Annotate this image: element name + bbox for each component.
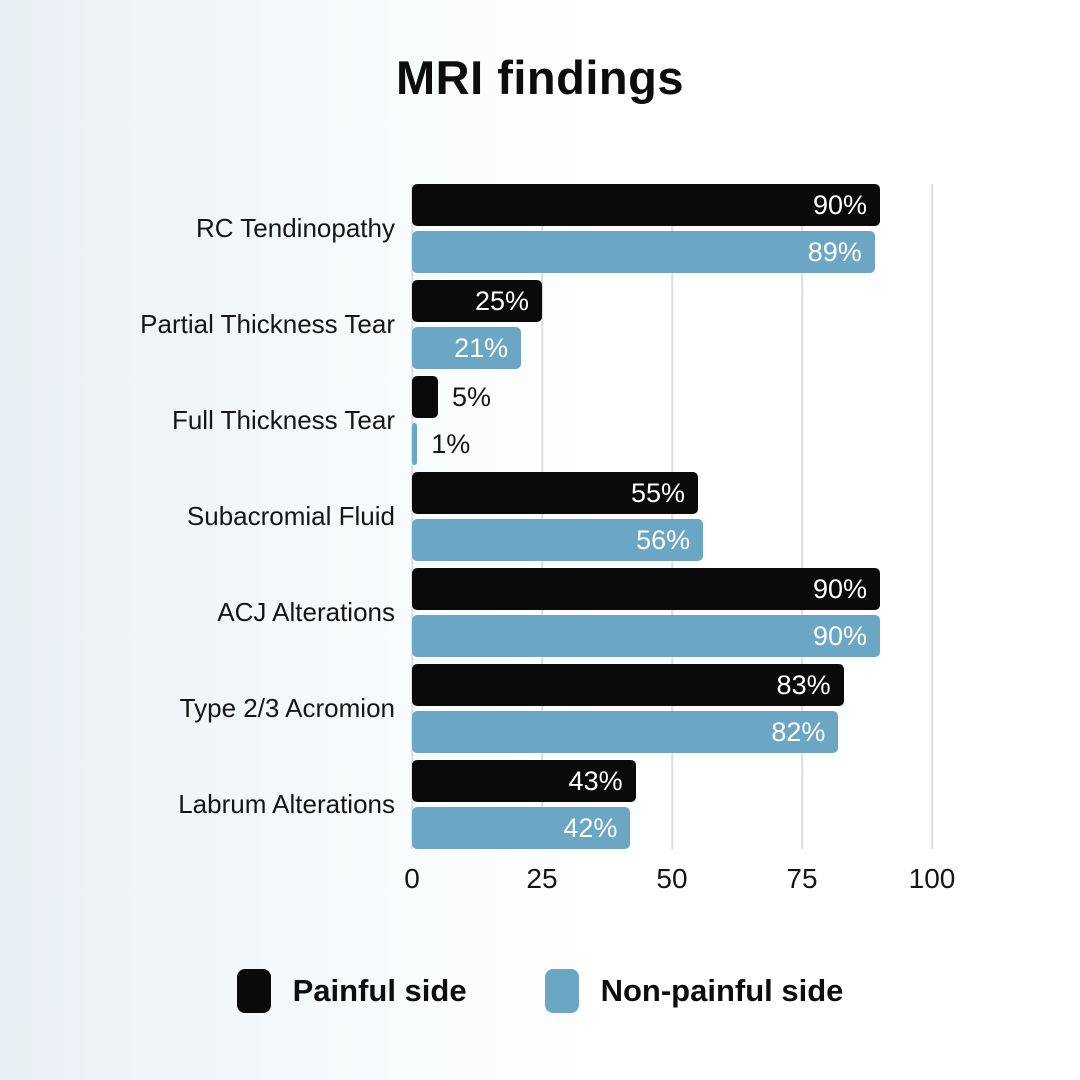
x-axis: 0 25 50 75 100	[404, 849, 955, 907]
chart-legend: Painful side Non-painful side	[0, 969, 1080, 1013]
bar-value-label: 56%	[636, 524, 691, 555]
gridline-100	[931, 184, 933, 849]
painful-bar: 25%	[412, 280, 542, 322]
painful-bar: 90%	[412, 568, 880, 610]
bar-value-label: 89%	[807, 236, 862, 267]
non-painful-bar: 56%	[412, 519, 704, 561]
gridline-0	[411, 184, 413, 849]
legend-label: Non-painful side	[600, 973, 844, 1008]
non-painful-bar: 90%	[412, 615, 880, 657]
x-axis-tick: 75	[786, 863, 818, 894]
non-painful-bar: 42%	[412, 807, 631, 849]
category-label: Full Thickness Tear	[171, 405, 395, 435]
bar-value-label: 21%	[454, 332, 509, 363]
bar-value-label: 90%	[812, 573, 867, 604]
non-painful-bar: 21%	[412, 327, 522, 369]
painful-swatch-icon	[236, 969, 271, 1013]
bar-value-label: 55%	[630, 477, 685, 508]
category-label: Partial Thickness Tear	[140, 309, 395, 339]
painful-bar	[412, 376, 438, 418]
bar-value-label: 82%	[771, 716, 826, 747]
bar-value-label: 43%	[568, 765, 623, 796]
category-label: Subacromial Fluid	[186, 501, 395, 531]
painful-bar: 43%	[412, 760, 636, 802]
category-row-acj-alterations: ACJ Alterations 90% 90%	[0, 568, 1080, 657]
painful-bar: 83%	[412, 664, 844, 706]
non-painful-bar: 89%	[412, 231, 875, 273]
category-row-rc-tendinopathy: RC Tendinopathy 90% 89%	[0, 184, 1080, 273]
category-label: Type 2/3 Acromion	[179, 693, 395, 723]
legend-item-non-painful: Non-painful side	[544, 969, 844, 1013]
bar-value-label: 83%	[776, 669, 831, 700]
bar-value-label: 90%	[812, 189, 867, 220]
painful-bar: 90%	[412, 184, 880, 226]
category-label: RC Tendinopathy	[196, 213, 395, 243]
x-axis-tick: 0	[404, 863, 420, 894]
gridline-50	[671, 184, 673, 849]
bar-value-label: 42%	[563, 812, 618, 843]
gridline-75	[801, 184, 803, 849]
bar-value-label: 1%	[431, 428, 471, 459]
bar-chart: RC Tendinopathy 90% 89% Partial Thicknes…	[0, 184, 1080, 907]
chart-title: MRI findings	[396, 51, 684, 104]
non-painful-bar	[412, 423, 418, 465]
gridlines	[411, 184, 933, 849]
category-row-type-23-acromion: Type 2/3 Acromion 83% 82%	[0, 664, 1080, 753]
non-painful-swatch-icon	[544, 969, 579, 1013]
category-label: Labrum Alterations	[178, 789, 395, 819]
x-axis-tick: 50	[656, 863, 688, 894]
gridline-25	[541, 184, 543, 849]
x-axis-tick: 25	[526, 863, 558, 894]
x-axis-tick: 100	[908, 863, 956, 894]
category-row-labrum-alterations: Labrum Alterations 43% 42%	[0, 760, 1080, 849]
category-row-full-thickness-tear: Full Thickness Tear 5% 1%	[0, 376, 1080, 465]
legend-item-painful: Painful side	[236, 969, 467, 1013]
bar-value-label: 25%	[474, 285, 529, 316]
legend-label: Painful side	[292, 973, 467, 1008]
category-row-subacromial-fluid: Subacromial Fluid 55% 56%	[0, 472, 1080, 561]
non-painful-bar: 82%	[412, 711, 839, 753]
painful-bar: 55%	[412, 472, 698, 514]
bar-value-label: 5%	[452, 381, 492, 412]
category-row-partial-thickness-tear: Partial Thickness Tear 25% 21%	[0, 280, 1080, 369]
bar-rows: RC Tendinopathy 90% 89% Partial Thicknes…	[0, 184, 1080, 849]
category-label: ACJ Alterations	[217, 597, 395, 627]
bar-value-label: 90%	[812, 620, 867, 651]
